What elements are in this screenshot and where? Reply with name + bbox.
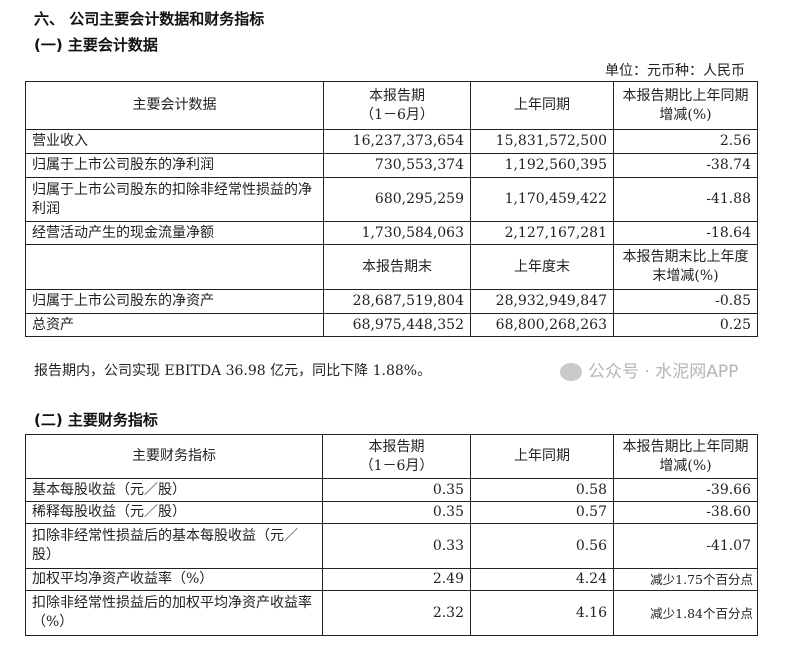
cell-value: 2,127,167,281 [470, 221, 614, 245]
row-label: 加权平均净资产收益率（%） [25, 568, 323, 591]
watermark-text: 公众号 · 水泥网APP [588, 362, 739, 382]
cell-value: -38.74 [613, 153, 758, 178]
watermark: 公众号 · 水泥网APP [560, 357, 738, 382]
cell-value: 1,730,584,063 [323, 221, 471, 245]
table-row: 加权平均净资产收益率（%） 2.49 4.24 减少1.75个百分点 [25, 568, 758, 591]
header-cell: 本报告期末 [323, 244, 471, 290]
cell-value: 0.25 [613, 313, 758, 337]
header-cell: 主要财务指标 [25, 434, 323, 479]
section2-title: (二) 主要财务指标 [34, 411, 158, 429]
header-cell: 本报告期末比上年度末增减(%) [613, 244, 758, 290]
table-row: 基本每股收益（元／股） 0.35 0.58 -39.66 [25, 478, 758, 502]
cell-value: -41.07 [613, 523, 758, 569]
header-cell [25, 244, 324, 290]
unit-label: 单位：元币种：人民币 [605, 63, 745, 79]
table-header-row: 主要财务指标 本报告期 （1－6月） 上年同期 本报告期比上年同期增减(%) [25, 434, 758, 479]
table-row: 归属于上市公司股东的净资产 28,687,519,804 28,932,949,… [25, 289, 758, 314]
table-row: 总资产 68,975,448,352 68,800,268,263 0.25 [25, 313, 758, 337]
cell-value: -0.85 [613, 289, 758, 314]
wechat-icon [560, 363, 582, 381]
cell-value: 减少1.84个百分点 [613, 590, 758, 636]
cell-value: 730,553,374 [323, 153, 471, 178]
table-row: 稀释每股收益（元／股） 0.35 0.57 -38.60 [25, 501, 758, 524]
table-row: 归属于上市公司股东的扣除非经常性损益的净利润 680,295,259 1,170… [25, 177, 758, 222]
cell-value: 减少1.75个百分点 [613, 568, 758, 591]
cell-value: 680,295,259 [323, 177, 471, 222]
cell-value: 2.49 [322, 568, 471, 591]
row-label: 归属于上市公司股东的净利润 [25, 153, 324, 178]
table-row: 扣除非经常性损益后的加权平均净资产收益率（%） 2.32 4.16 减少1.84… [25, 590, 758, 636]
cell-value: 1,170,459,422 [470, 177, 614, 222]
cell-value: 15,831,572,500 [470, 129, 614, 154]
table-row: 经营活动产生的现金流量净额 1,730,584,063 2,127,167,28… [25, 221, 758, 245]
cell-value: 28,687,519,804 [323, 289, 471, 314]
row-label: 稀释每股收益（元／股） [25, 501, 323, 524]
cell-value: 4.16 [470, 590, 614, 636]
table-subheader-row: 本报告期末 上年度末 本报告期末比上年度末增减(%) [25, 244, 758, 290]
header-cell: 本报告期 （1－6月） [322, 434, 471, 479]
cell-value: -38.60 [613, 501, 758, 524]
table-row: 营业收入 16,237,373,654 15,831,572,500 2.56 [25, 129, 758, 154]
cell-value: 0.33 [322, 523, 471, 569]
cell-value: 28,932,949,847 [470, 289, 614, 314]
header-cell: 上年同期 [470, 434, 614, 479]
cell-value: 0.35 [322, 478, 471, 502]
header-cell: 本报告期比上年同期增减(%) [613, 81, 758, 130]
row-label: 扣除非经常性损益后的基本每股收益（元／股） [25, 523, 323, 569]
section1-title: (一) 主要会计数据 [34, 36, 158, 54]
row-label: 扣除非经常性损益后的加权平均净资产收益率（%） [25, 590, 323, 636]
row-label: 经营活动产生的现金流量净额 [25, 221, 324, 245]
section-heading: 六、 公司主要会计数据和财务指标 [34, 10, 265, 28]
cell-value: 1,192,560,395 [470, 153, 614, 178]
cell-value: 2.56 [613, 129, 758, 154]
row-label: 营业收入 [25, 129, 324, 154]
cell-value: 0.56 [470, 523, 614, 569]
row-label: 归属于上市公司股东的扣除非经常性损益的净利润 [25, 177, 324, 222]
cell-value: 68,975,448,352 [323, 313, 471, 337]
cell-value: 16,237,373,654 [323, 129, 471, 154]
cell-value: -39.66 [613, 478, 758, 502]
cell-value: 0.58 [470, 478, 614, 502]
header-cell: 上年度末 [470, 244, 614, 290]
cell-value: 2.32 [322, 590, 471, 636]
header-cell: 上年同期 [470, 81, 614, 130]
cell-value: 68,800,268,263 [470, 313, 614, 337]
table-header-row: 主要会计数据 本报告期 （1－6月） 上年同期 本报告期比上年同期增减(%) [25, 81, 758, 130]
table-row: 扣除非经常性损益后的基本每股收益（元／股） 0.33 0.56 -41.07 [25, 523, 758, 569]
table-row: 归属于上市公司股东的净利润 730,553,374 1,192,560,395 … [25, 153, 758, 178]
row-label: 基本每股收益（元／股） [25, 478, 323, 502]
header-cell: 主要会计数据 [25, 81, 324, 130]
cell-value: 0.57 [470, 501, 614, 524]
cell-value: 4.24 [470, 568, 614, 591]
header-cell: 本报告期比上年同期增减(%) [613, 434, 758, 479]
cell-value: -18.64 [613, 221, 758, 245]
row-label: 归属于上市公司股东的净资产 [25, 289, 324, 314]
header-cell: 本报告期 （1－6月） [323, 81, 471, 130]
ebitda-note: 报告期内，公司实现 EBITDA 36.98 亿元，同比下降 1.88%。 [34, 363, 432, 379]
row-label: 总资产 [25, 313, 324, 337]
cell-value: -41.88 [613, 177, 758, 222]
cell-value: 0.35 [322, 501, 471, 524]
accounting-data-table: 主要会计数据 本报告期 （1－6月） 上年同期 本报告期比上年同期增减(%) 营… [25, 81, 758, 337]
financial-indicators-table: 主要财务指标 本报告期 （1－6月） 上年同期 本报告期比上年同期增减(%) 基… [25, 434, 758, 636]
